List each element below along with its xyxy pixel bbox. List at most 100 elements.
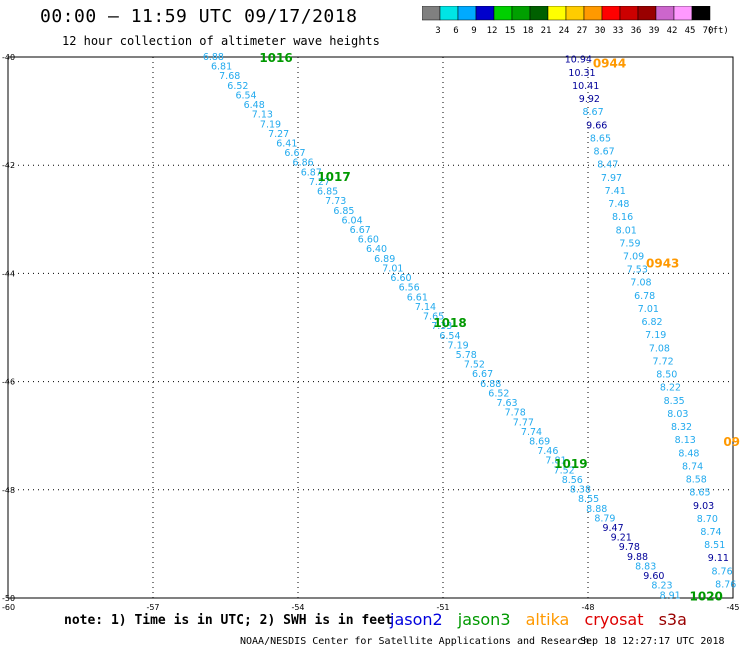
wave-height-label: 7.19 [645,330,666,341]
wave-height-label: 8.67 [594,147,615,158]
wave-height-label: 5.78 [456,350,477,361]
y-tick-label: -44 [2,269,15,278]
wave-height-label: 8.16 [612,212,633,223]
wave-height-label: 7.08 [649,343,670,354]
color-scale-label: 27 [577,26,588,36]
time-label: 1019 [554,457,587,471]
time-label: 0942 [723,435,740,449]
wave-height-label: 7.27 [309,177,330,188]
legend-item-s3a: s3a [658,610,687,629]
time-label: 0943 [646,257,679,271]
legend-item-altika: altika [525,610,570,629]
wave-height-label: 7.08 [630,278,651,289]
wave-height-label: 6.54 [439,331,460,342]
wave-height-label: 8.13 [675,435,696,446]
wave-height-label: 6.56 [399,283,420,294]
time-label: 1020 [690,589,723,603]
wave-height-label: 6.67 [284,148,305,159]
legend-item-jason3: jason3 [457,610,511,629]
wave-height-label: 8.22 [660,383,681,394]
wave-height-label: 7.19 [448,340,469,351]
color-scale-label: 9 [471,26,476,36]
wave-height-label: 8.23 [651,581,672,592]
wave-height-label: 7.48 [608,199,629,210]
wave-height-label: 6.60 [358,235,379,246]
wave-height-label: 7.81 [545,456,566,467]
wave-height-label: 8.79 [594,513,615,524]
wave-height-label: 6.52 [488,388,509,399]
wave-height-label: 7.65 [423,312,444,323]
color-scale-label: (ft) [707,26,729,36]
wave-height-label: 6.48 [244,100,265,111]
wave-height-label: 8.50 [656,370,677,381]
wave-height-label: 7.73 [325,196,346,207]
wave-height-label: 7.77 [513,417,534,428]
wave-height-label: 8.74 [700,527,721,538]
wave-height-label: 6.67 [350,225,371,236]
wave-height-label: 6.81 [211,62,232,73]
y-tick-label: -46 [2,378,15,387]
wave-height-label: 8.58 [686,475,707,486]
x-tick-label: -54 [291,603,304,612]
wave-height-label: 8.76 [711,566,732,577]
wave-height-label: 7.09 [623,251,644,262]
color-scale-label: 12 [487,26,498,36]
y-tick-label: -42 [2,161,15,170]
color-scale-label: 30 [595,26,606,36]
wave-height-label: 6.61 [407,292,428,303]
wave-height-label: 8.03 [667,409,688,420]
wave-height-label: 7.97 [601,173,622,184]
y-tick-label: -40 [2,53,15,62]
time-label: 1017 [317,170,350,184]
wave-height-label: 8.32 [671,422,692,433]
x-tick-label: -48 [581,603,594,612]
wave-height-label: 9.47 [602,523,623,534]
footer-note: note: 1) Time is in UTC; 2) SWH is in fe… [64,613,393,628]
wave-height-label: 7.27 [268,129,289,140]
color-scale-label: 70 [703,26,714,36]
color-scale-label: 6 [453,26,458,36]
color-scale-label: 39 [649,26,660,36]
wave-height-label: 7.74 [521,427,542,438]
color-scale-bar: 3 6 9 12 15 18 21 24 27 30 33 36 39 42 45 70(ft) [422,6,729,36]
color-scale-label: 33 [613,26,624,36]
wave-height-label: 8.70 [697,514,718,525]
wave-height-label: 6.85 [333,206,354,217]
wave-height-label: 9.92 [579,94,600,105]
wave-height-label: 7.59 [619,238,640,249]
wave-height-label: 6.86 [293,158,314,169]
wave-height-label: 7.13 [252,110,273,121]
wave-height-label: 8.38 [570,485,591,496]
x-tick-label: -51 [436,603,449,612]
wave-height-label: 9.60 [643,571,664,582]
wave-height-label: 6.54 [235,90,256,101]
wave-height-label: 6.85 [317,187,338,198]
plot-frame [7,56,734,599]
page-subtitle: 12 hour collection of altimeter wave hei… [62,34,380,48]
wave-height-label: 9.21 [611,533,632,544]
wave-height-label: 7.53 [627,265,648,276]
wave-height-label: 10.94 [565,55,592,66]
wave-height-label: 8.76 [715,579,736,590]
wave-height-label: 7.63 [496,398,517,409]
color-scale-label: 18 [523,26,534,36]
time-label: 0944 [593,56,626,70]
legend-item-cryosat: cryosat [584,610,644,629]
color-scale-label: 42 [667,26,678,36]
wave-height-map: -40 -42 -44 -46 -48 -50 -57 -54 -51 -48 -45 -60 6.88… [2,51,740,612]
wave-height-label: 9.11 [708,553,729,564]
color-scale-label: 24 [559,26,570,36]
color-scale-label: 21 [541,26,552,36]
wave-height-label: 6.52 [227,81,248,92]
wave-height-label: 6.60 [390,273,411,284]
wave-height-label: 7.68 [219,71,240,82]
color-swatch [691,6,711,21]
color-scale-label: 45 [685,26,696,36]
wave-height-label: 8.69 [529,436,550,447]
legend-item-jason2: jason2 [390,610,443,629]
wave-height-label: 9.78 [619,542,640,553]
wave-height-label: 7.52 [464,360,485,371]
wave-height-label: 8.55 [578,494,599,505]
wave-height-label: 6.87 [301,167,322,178]
wave-height-label: 6.88 [203,52,224,63]
